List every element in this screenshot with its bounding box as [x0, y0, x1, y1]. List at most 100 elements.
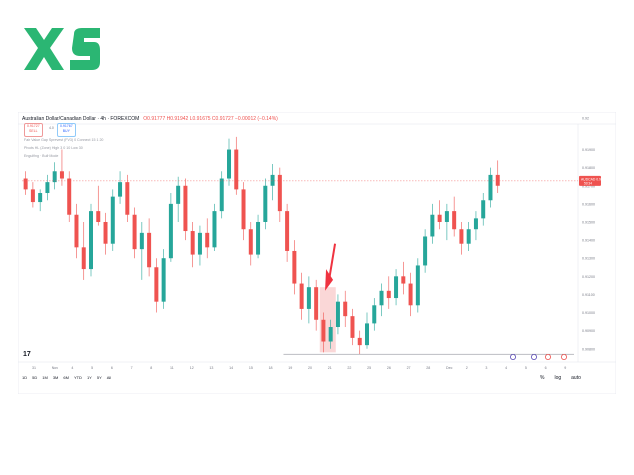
candle-body	[103, 221, 108, 244]
range-5d[interactable]: 5D	[32, 375, 38, 380]
event-marker-icon	[531, 353, 538, 360]
candle-body	[212, 211, 217, 248]
x-tick-label: 11	[170, 366, 174, 370]
buy-button[interactable]: 0.91767 BUY	[57, 123, 76, 137]
price-tag-bg	[579, 175, 601, 186]
candle-body	[415, 265, 420, 306]
candle-body	[277, 174, 282, 212]
x-tick-label: 6	[545, 366, 547, 370]
x-tick-label: 18	[269, 366, 273, 370]
y-tick-label: 0.90900	[582, 329, 595, 333]
candle-body	[321, 319, 326, 342]
candle-body	[183, 185, 188, 232]
range-1m[interactable]: 1M	[42, 375, 48, 380]
candle-body	[110, 196, 115, 244]
symbol-title[interactable]: Australian Dollar/Canadian Dollar · 4h ·…	[22, 116, 140, 122]
candle-body	[365, 323, 369, 346]
x-tick-label: 9	[564, 366, 566, 370]
candle-body	[30, 189, 35, 203]
candle-body	[408, 283, 413, 306]
candle-body	[59, 171, 64, 179]
indicator-fvg[interactable]: Fair Value Gap Sprevest (FV3) 0 Connect …	[24, 138, 104, 142]
candle-body	[96, 211, 101, 222]
candle-body	[132, 214, 137, 250]
scale-tools: % log auto	[540, 375, 581, 381]
candle-body	[161, 258, 166, 302]
range-5y[interactable]: 5Y	[96, 375, 102, 380]
candle-body	[401, 276, 406, 284]
percent-toggle[interactable]: %	[540, 375, 545, 381]
x-tick-label: 26	[387, 366, 391, 370]
auto-toggle[interactable]: auto	[571, 375, 581, 381]
price-tag-symbol: AUDCAD 0.91727	[581, 177, 609, 181]
y-tick-label: 0.91200	[582, 275, 595, 279]
range-3m[interactable]: 3M	[52, 375, 59, 380]
candle-body	[234, 149, 239, 190]
range-1y[interactable]: 1Y	[86, 375, 92, 380]
x-tick-label: 19	[288, 366, 292, 370]
y-tick-label: 0.91300	[582, 257, 595, 261]
x-tick-label: 2	[466, 366, 468, 370]
candle-body	[45, 182, 50, 194]
y-tick-label: 0.91400	[582, 239, 595, 243]
candle-body	[205, 232, 210, 248]
candle-body	[197, 232, 202, 255]
candle-body	[147, 232, 152, 268]
ohlc-readout: O0.91777 H0.91942 L0.91675 C0.91727 −0.0…	[143, 116, 278, 122]
range-ytd[interactable]: YTD	[73, 375, 82, 380]
x-tick-label: 28	[426, 366, 430, 370]
candle-body	[89, 211, 93, 270]
candle-body	[444, 211, 449, 222]
x-tick-label: 3	[485, 366, 487, 370]
y-tick-label: 0.91700	[582, 184, 595, 188]
x-tick-label: 5	[91, 366, 93, 370]
indicator-pivots[interactable]: Pivots HL (Zone) High 3 0 10 Low 30	[24, 146, 83, 150]
candle-body	[38, 193, 43, 203]
candle-body	[190, 231, 195, 255]
x-tick-label: Dec	[446, 366, 453, 370]
candle-body	[270, 174, 275, 186]
candle-body	[118, 182, 123, 197]
tradingview-icon: 17	[23, 351, 31, 358]
x-tick-label: 27	[407, 366, 411, 370]
range-all[interactable]: All	[106, 375, 112, 380]
x-tick-label: Nov	[52, 366, 59, 370]
candle-body	[248, 229, 253, 255]
sell-button[interactable]: 0.91727 SELL	[24, 123, 43, 137]
indicator-engulfing[interactable]: Engulfing · Bull·Mode	[24, 154, 59, 158]
y-tick-label: 0.90800	[582, 347, 595, 351]
x-tick-label: 31	[32, 366, 36, 370]
price-tag-sub: 59:34	[584, 181, 592, 185]
candle-body	[473, 218, 478, 230]
candle-body	[350, 316, 355, 338]
x-tick-label: 21	[328, 366, 332, 370]
x-tick-label: 25	[367, 366, 371, 370]
candle-body	[481, 200, 486, 219]
candle-body	[219, 178, 224, 212]
x-tick-label: 13	[209, 366, 213, 370]
y-tick-label: 0.91800	[582, 166, 595, 170]
candle-body	[67, 178, 72, 215]
range-1d[interactable]: 1D	[22, 375, 28, 380]
buy-label: BUY	[62, 129, 70, 133]
event-marker-icon	[509, 353, 516, 360]
range-6m[interactable]: 6M	[63, 375, 69, 380]
y-tick-label: 0.91900	[582, 148, 595, 152]
candle-body	[343, 301, 348, 317]
x-tick-label: 15	[249, 366, 253, 370]
candle-body	[306, 287, 311, 309]
candle-body	[488, 174, 493, 201]
candle-body	[328, 327, 333, 342]
event-marker-icon	[545, 353, 552, 360]
candle-body	[466, 229, 471, 244]
x-tick-label: 20	[308, 366, 312, 370]
x-tick-label: 6	[111, 366, 113, 370]
candle-body	[125, 182, 130, 215]
log-toggle[interactable]: log	[554, 375, 562, 381]
x-tick-label: 5	[525, 366, 527, 370]
candlestick-chart[interactable]: 0.92 0.91900 0.91800 0.91700 0.91600 0.91500 0…	[18, 112, 616, 394]
candle-body	[285, 211, 290, 251]
candle-body	[459, 229, 464, 244]
candle-body	[256, 221, 261, 255]
x-tick-label: 4	[71, 366, 73, 370]
